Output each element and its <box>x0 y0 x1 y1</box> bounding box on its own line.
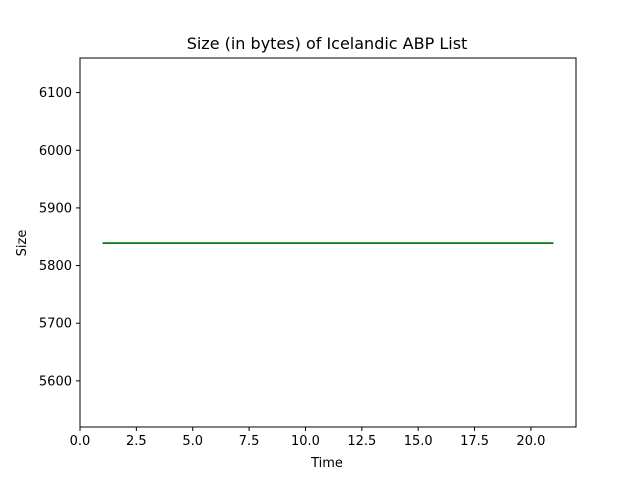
y-tick-label: 6000 <box>39 144 72 159</box>
x-tick-label: 10.0 <box>291 434 320 449</box>
y-tick-label: 5900 <box>39 201 72 216</box>
x-tick-label: 7.5 <box>239 434 260 449</box>
plot-frame <box>79 57 577 428</box>
x-tick-label: 12.5 <box>347 434 376 449</box>
x-tick-label: 15.0 <box>404 434 433 449</box>
plot-area <box>79 57 577 428</box>
y-tick-label: 5600 <box>39 374 72 389</box>
x-tick-label: 5.0 <box>182 434 203 449</box>
y-tick-label: 6100 <box>39 86 72 101</box>
y-tick-label: 5700 <box>39 317 72 332</box>
x-axis: 0.0 2.5 5.0 7.5 10.0 12.5 15.0 17.5 20.0 <box>70 427 545 449</box>
x-axis-label: Time <box>310 456 343 471</box>
x-tick-label: 17.5 <box>460 434 489 449</box>
x-tick-label: 20.0 <box>516 434 545 449</box>
y-axis-label: Size <box>15 230 30 257</box>
y-tick-label: 5800 <box>39 259 72 274</box>
x-tick-label: 2.5 <box>126 434 147 449</box>
x-tick-label: 0.0 <box>70 434 91 449</box>
y-axis: 5600 5700 5800 5900 6000 6100 <box>39 86 80 389</box>
chart-title: Size (in bytes) of Icelandic ABP List <box>187 34 468 53</box>
